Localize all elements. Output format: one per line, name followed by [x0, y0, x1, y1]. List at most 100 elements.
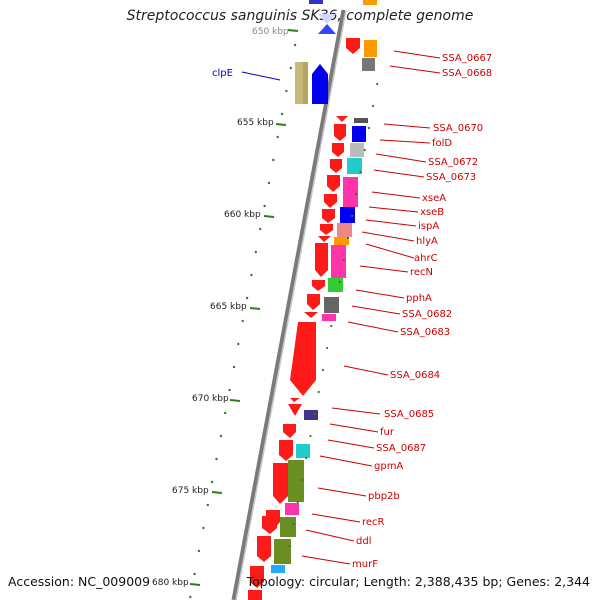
ruler-tick: [229, 399, 241, 402]
cds-arrow: [290, 322, 316, 396]
gene-label: SSA_0684: [390, 370, 440, 381]
cds-arrow: [336, 116, 348, 122]
cds-arrow: [279, 440, 293, 461]
ruler-dot: [321, 368, 324, 372]
gene-label: ddl: [356, 536, 371, 547]
feature-block: [274, 539, 291, 564]
cds-arrow: [283, 424, 296, 438]
ruler-dot: [254, 250, 257, 254]
ruler-dot: [293, 43, 297, 47]
ruler-dot: [289, 66, 292, 70]
partial-gene-top-cross: [318, 14, 336, 24]
gene-label: hlyA: [416, 236, 438, 247]
feature-block: [343, 177, 358, 207]
ruler-dot: [296, 500, 299, 504]
partial-gene-top-orange: [363, 0, 377, 5]
clpE-block-olive-shade: [303, 62, 308, 104]
feature-block: [334, 237, 349, 245]
ruler-dot: [228, 388, 231, 392]
cds-arrow: [307, 294, 320, 310]
ruler-label: 655 kbp: [237, 118, 274, 128]
gene-label-clpE: clpE: [212, 68, 233, 79]
cds-arrow: [318, 236, 331, 242]
feature-block: [354, 118, 368, 123]
cds-arrow: [304, 312, 318, 318]
cds-arrow: [250, 566, 264, 588]
partial-gene-top-blue: [309, 0, 323, 4]
feature-block: [340, 207, 355, 223]
cds-arrow: [322, 209, 335, 223]
ruler-dot: [367, 126, 370, 130]
feature-block: [271, 565, 285, 573]
ruler-dot: [355, 192, 358, 196]
clpE-arrow: [312, 64, 328, 104]
gene-label: pbp2b: [368, 491, 400, 502]
ruler-dot: [210, 480, 214, 484]
cds-arrow: [332, 143, 344, 157]
cds-arrow: [346, 38, 360, 54]
gene-label: SSA_0683: [400, 327, 450, 338]
ruler-dot: [313, 412, 316, 416]
gene-label: SSA_0673: [426, 172, 476, 183]
ruler-label: 670 kbp: [192, 394, 229, 404]
cds-arrow: [334, 124, 346, 141]
gene-label: SSA_0672: [428, 157, 478, 168]
feature-block: [322, 314, 336, 321]
ruler-dot: [237, 342, 240, 346]
feature-block: [288, 460, 304, 502]
gene-labels: SSA_0667 SSA_0668 SSA_0670 folD SSA_0672…: [352, 53, 492, 570]
cds-arrow: [248, 590, 262, 600]
gene-label: pphA: [406, 293, 432, 304]
ruler-dot: [342, 258, 345, 262]
genome-backbone-highlight: [235, 9, 347, 600]
feature-block: [350, 143, 364, 157]
ruler-dot: [372, 104, 375, 108]
cds-arrow: [327, 175, 340, 192]
ruler-dot: [276, 135, 279, 139]
gene-label: gpmA: [374, 461, 403, 472]
gene-label: fur: [380, 427, 395, 438]
clpE-connector: [241, 71, 281, 81]
gene-label: recN: [410, 267, 433, 278]
ruler-dot: [202, 526, 205, 530]
ruler-dot: [288, 544, 291, 548]
ruler-dot: [206, 503, 209, 507]
cds-arrow: [257, 536, 271, 562]
ruler-dot: [241, 319, 244, 323]
cds-arrow: [324, 194, 337, 208]
gene-label: recR: [362, 517, 385, 528]
gene-label: xseA: [422, 193, 446, 204]
ruler-label: 650 kbp: [252, 27, 289, 37]
cds-arrow: [315, 243, 328, 277]
ruler-dot: [334, 302, 337, 306]
feature-block: [337, 223, 352, 237]
ruler-dot: [359, 170, 362, 174]
gene-label-connectors: [301, 50, 441, 565]
ruler-label: 665 kbp: [210, 302, 247, 312]
ruler-label: 675 kbp: [172, 486, 209, 496]
cds-arrow: [330, 159, 342, 173]
gene-label: folD: [432, 138, 452, 149]
cds-arrow: [312, 280, 325, 291]
ruler-dot: [259, 227, 262, 231]
gene-label: SSA_0685: [384, 409, 434, 420]
feature-block: [364, 40, 377, 57]
ruler-dot: [193, 572, 196, 576]
ruler-dot: [292, 522, 295, 526]
ruler-dot: [280, 112, 284, 116]
ruler-dot: [300, 478, 304, 482]
feature-block: [347, 158, 362, 174]
cds-arrows: [248, 38, 360, 600]
ruler-dot: [330, 324, 333, 328]
ruler-dot: [317, 390, 320, 394]
gene-label: xseB: [420, 207, 444, 218]
partial-gene-top-cross-lower: [318, 24, 336, 34]
ruler-tick: [263, 215, 275, 218]
gene-label: murF: [352, 559, 378, 570]
ruler-dot: [219, 434, 223, 438]
ruler-tick: [275, 123, 287, 126]
cds-arrow: [273, 463, 288, 504]
gene-label: SSA_0670: [433, 123, 483, 134]
feature-block: [352, 126, 366, 142]
ruler: 650 kbp 655 kbp 660 kbp 665 kbp 670 kbp …: [152, 27, 299, 588]
